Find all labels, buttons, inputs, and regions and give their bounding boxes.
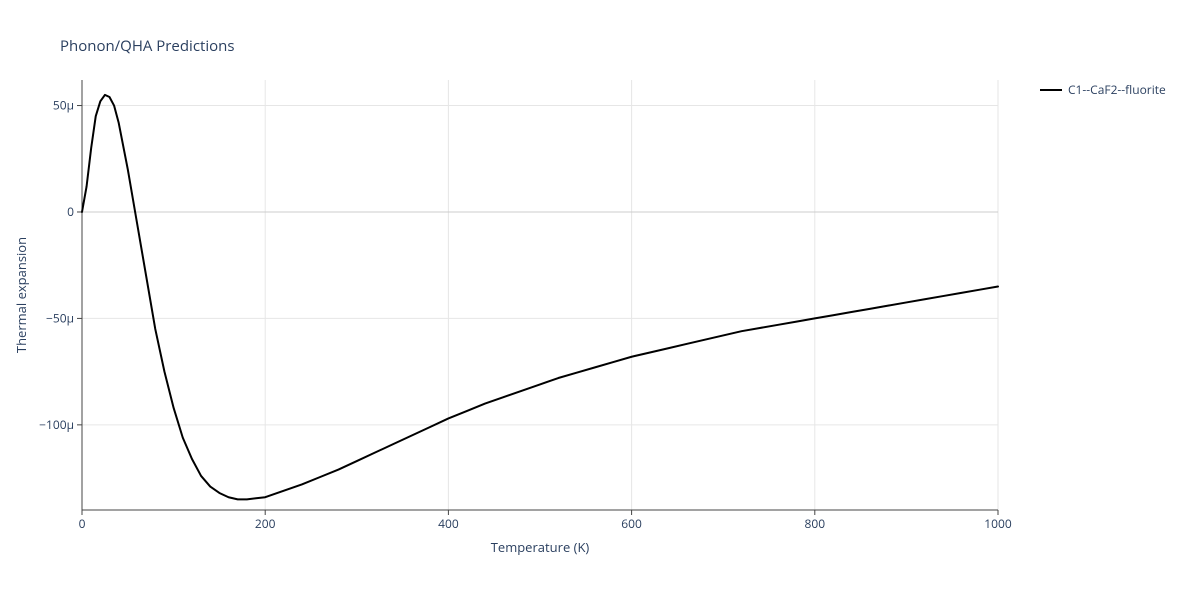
y-tick-label: 50μ [53, 97, 74, 114]
x-tick-label: 400 [438, 515, 459, 532]
y-axis-label: Thermal expansion [12, 237, 30, 353]
x-axis-label: Temperature (K) [491, 538, 590, 556]
chart-title: Phonon/QHA Predictions [60, 36, 235, 56]
chart-container: Phonon/QHA Predictions 0 200 400 600 800 1000… [0, 0, 1200, 600]
series-line [82, 95, 998, 499]
y-tick-label: −100μ [39, 416, 74, 433]
y-tick-label: 0 [67, 203, 74, 220]
chart-svg: 0 200 400 600 800 1000 −100μ −50μ 0 50μ Temperatur… [0, 0, 1200, 600]
legend-label[interactable]: C1--CaF2--fluorite [1068, 81, 1166, 98]
x-tick-label: 0 [79, 515, 86, 532]
x-tick-label: 200 [255, 515, 276, 532]
y-tick-label: −50μ [46, 309, 74, 326]
x-tick-label: 1000 [984, 515, 1012, 532]
x-tick-label: 600 [621, 515, 642, 532]
x-tick-label: 800 [805, 515, 826, 532]
